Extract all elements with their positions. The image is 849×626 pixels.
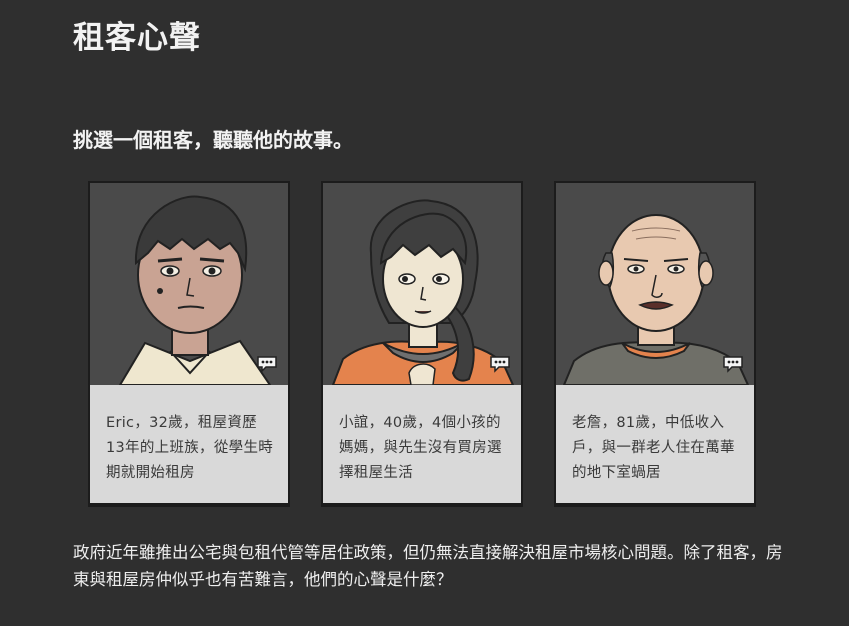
tenant-card-eric[interactable]: Eric，32歲，租屋資歷13年的上班族，從學生時期就開始租房: [88, 181, 290, 507]
portrait-eric: [90, 183, 288, 385]
tenant-card-xiaoyi[interactable]: 小誼，40歲，4個小孩的媽媽，與先生沒有買房選擇租屋生活: [321, 181, 523, 507]
tenant-card-caption: 小誼，40歲，4個小孩的媽媽，與先生沒有買房選擇租屋生活: [323, 385, 521, 503]
portrait-xiaoyi: [323, 183, 521, 385]
laozhan-illustration: [556, 183, 754, 385]
section-prompt: 挑選一個租客，聽聽他的故事。: [73, 128, 353, 152]
chat-bubble-icon[interactable]: [256, 355, 278, 373]
tenant-card-caption: Eric，32歲，租屋資歷13年的上班族，從學生時期就開始租房: [90, 385, 288, 503]
chat-bubble-icon[interactable]: [489, 355, 511, 373]
intro-paragraph: 政府近年雖推出公宅與包租代管等居住政策，但仍無法直接解決租屋市場核心問題。除了租…: [73, 543, 783, 589]
page-title: 租客心聲: [73, 20, 201, 56]
chat-bubble-icon[interactable]: [722, 355, 744, 373]
tenant-cards: Eric，32歲，租屋資歷13年的上班族，從學生時期就開始租房: [88, 181, 758, 507]
portrait-laozhan: [556, 183, 754, 385]
xiaoyi-illustration: [323, 183, 521, 385]
eric-illustration: [90, 183, 288, 385]
tenant-card-laozhan[interactable]: 老詹，81歲，中低收入戶，與一群老人住在萬華的地下室蝸居: [554, 181, 756, 507]
tenant-card-caption: 老詹，81歲，中低收入戶，與一群老人住在萬華的地下室蝸居: [556, 385, 754, 503]
